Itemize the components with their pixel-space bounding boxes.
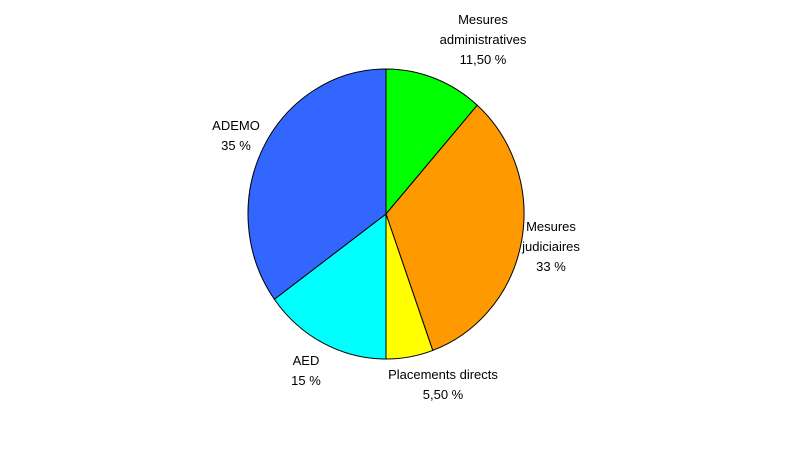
pie-slice [247,68,387,300]
category-label: Mesures judiciaires [522,219,580,254]
slice-label: ADEMO 35 % [201,116,271,156]
category-label: Placements directs [388,367,498,382]
pie-slice [385,104,525,352]
pie-slice [385,68,478,216]
slice-label: AED 15 % [276,351,336,391]
category-label: ADEMO [212,118,260,133]
value-label: 15 % [291,373,321,388]
value-label: 33 % [536,259,566,274]
value-label: 35 % [221,138,251,153]
value-label: 11,50 % [459,52,507,67]
slice-label: Mesures administratives 11,50 % [428,10,538,70]
category-label: AED [292,353,320,368]
category-label: Mesures administratives [439,12,527,47]
value-label: 5,50 % [422,387,464,402]
slice-label: Placements directs 5,50 % [373,365,513,405]
slice-label: Mesures judiciaires 33 % [516,217,586,277]
pie-slice [273,212,387,360]
